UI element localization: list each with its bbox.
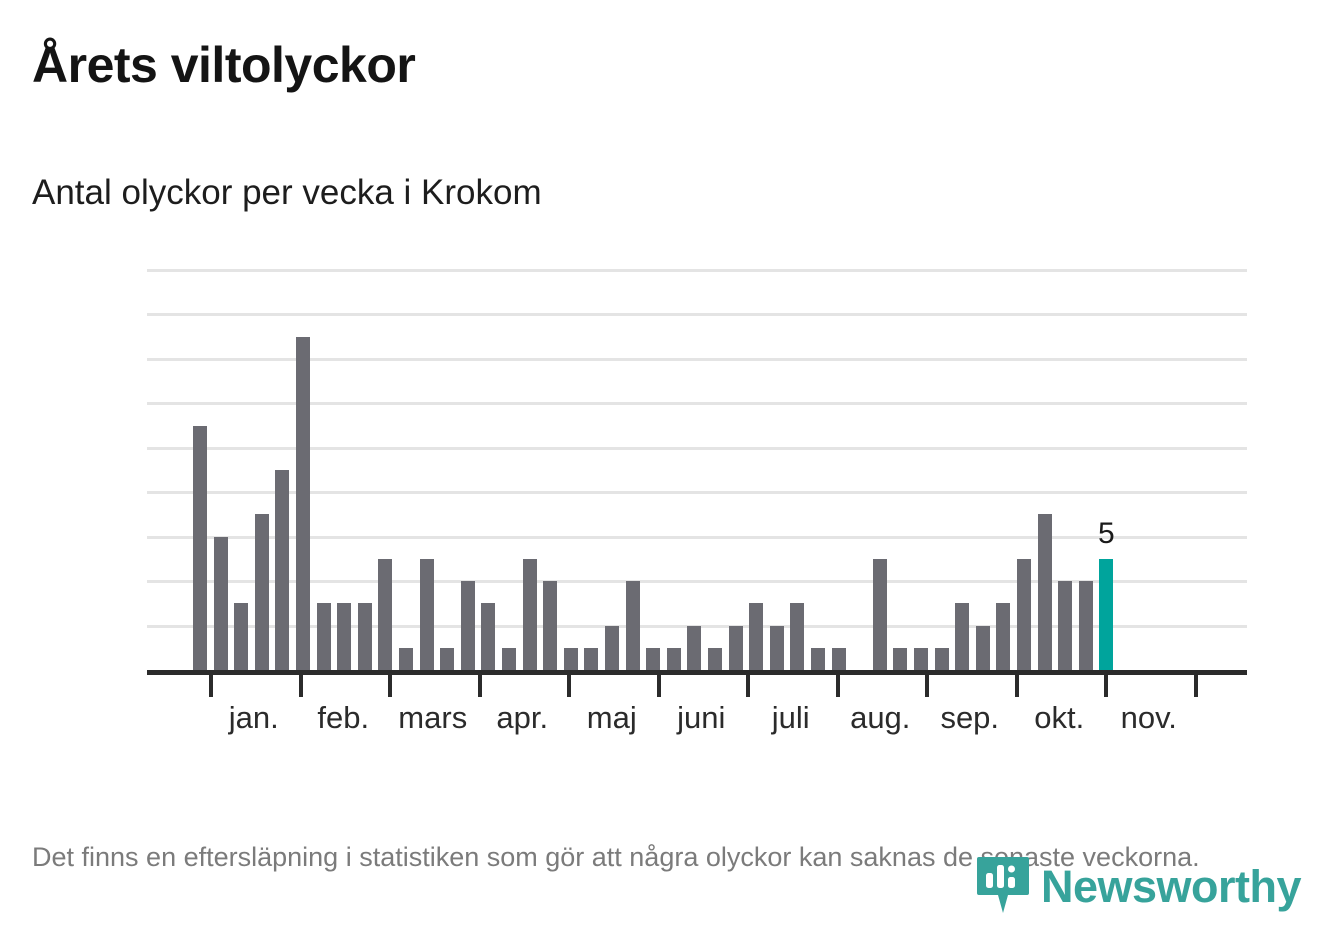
bar[interactable] [234,603,249,670]
bar[interactable] [316,603,331,670]
bar[interactable] [543,581,558,670]
bar[interactable] [605,625,619,670]
bar-chart: 024681012141618 5 jan. feb. mars apr. maj jun… [0,250,1322,733]
bar[interactable] [790,603,805,670]
bar[interactable] [481,603,496,670]
x-axis-line [147,670,1247,675]
x-axis-tick [746,675,750,697]
bar[interactable] [378,558,393,670]
bar[interactable] [1058,581,1073,670]
x-axis-tick-label: jan. [228,700,279,735]
bar[interactable] [975,625,990,670]
x-axis-tick-label: okt. [1034,700,1085,735]
bar[interactable] [563,647,578,670]
x-axis-tick [1193,675,1198,697]
y-axis-labels: 024681012141618 [0,250,147,670]
x-axis-tick [925,675,929,697]
bar[interactable] [769,625,784,670]
bar[interactable] [460,581,475,670]
bar[interactable] [1037,514,1052,670]
bar[interactable] [337,603,352,670]
x-axis-tick [388,675,392,697]
newsworthy-chart-pin-icon [975,855,1031,917]
x-axis-tick-label: aug. [850,700,911,735]
bar[interactable] [996,603,1011,670]
x-axis-tick [477,675,482,697]
bar[interactable] [749,603,764,670]
bar-series: 5 [147,270,1247,670]
newsworthy-logo[interactable]: Newsworthy [975,855,1302,917]
x-axis-tick [1104,675,1108,697]
bar[interactable] [357,603,372,670]
gridline [147,269,1247,272]
plot-area: 5 jan. feb. mars apr. maj juni juli aug. sep. okt… [147,269,1247,733]
x-axis-tick-label: maj [586,700,637,735]
bar[interactable] [646,647,661,670]
gridline [147,357,1247,361]
gridline [147,491,1247,495]
bar[interactable] [193,425,207,670]
brand-name: Newsworthy [1041,860,1302,912]
bar[interactable] [893,647,908,670]
bar-highlighted[interactable] [1099,558,1114,670]
bar[interactable] [687,625,702,670]
gridline [147,402,1247,406]
bar[interactable] [296,336,310,670]
x-axis-tick [835,675,840,697]
bar[interactable] [831,647,846,670]
x-axis-labels: jan. feb. mars apr. maj juni juli aug. sep. okt. n… [147,702,1247,752]
bar[interactable] [440,647,455,670]
bar[interactable] [275,470,290,670]
bar[interactable] [502,647,516,670]
x-axis-tick [298,675,303,697]
bar[interactable] [584,647,599,670]
gridline [147,580,1247,584]
x-axis-tick-label: apr. [496,700,549,735]
chart-subtitle: Antal olyckor per vecka i Krokom [32,173,542,212]
gridline [147,313,1247,317]
x-axis-tick-label: sep. [940,700,1000,735]
bar[interactable] [419,558,434,670]
bar[interactable] [625,581,640,670]
bar[interactable] [708,647,722,670]
gridline [147,535,1247,539]
x-axis-tick-label: juni [677,700,726,735]
x-axis-tick-label: feb. [317,700,370,735]
bar-value-label: 5 [1098,516,1115,550]
bar[interactable] [811,647,825,670]
x-axis-ticks [147,675,1247,697]
bar[interactable] [399,647,413,670]
x-axis-tick [209,675,213,697]
bar[interactable] [666,647,681,670]
page-title: Årets viltolyckor [32,37,416,93]
bar[interactable] [1017,558,1031,670]
x-axis-tick [1014,675,1019,697]
bar[interactable] [934,647,949,670]
x-axis-tick-label: juli [771,700,810,735]
x-axis-tick-label: nov. [1120,700,1177,735]
x-axis-tick-label: mars [398,700,468,735]
bar[interactable] [955,603,970,670]
bar[interactable] [522,558,537,670]
bar[interactable] [914,647,928,670]
bar[interactable] [728,625,743,670]
bar[interactable] [1078,581,1093,670]
bar[interactable] [213,536,228,670]
bar[interactable] [872,558,887,670]
gridline [147,446,1247,450]
x-axis-tick [656,675,661,697]
bar[interactable] [254,514,269,670]
x-axis-tick [567,675,571,697]
